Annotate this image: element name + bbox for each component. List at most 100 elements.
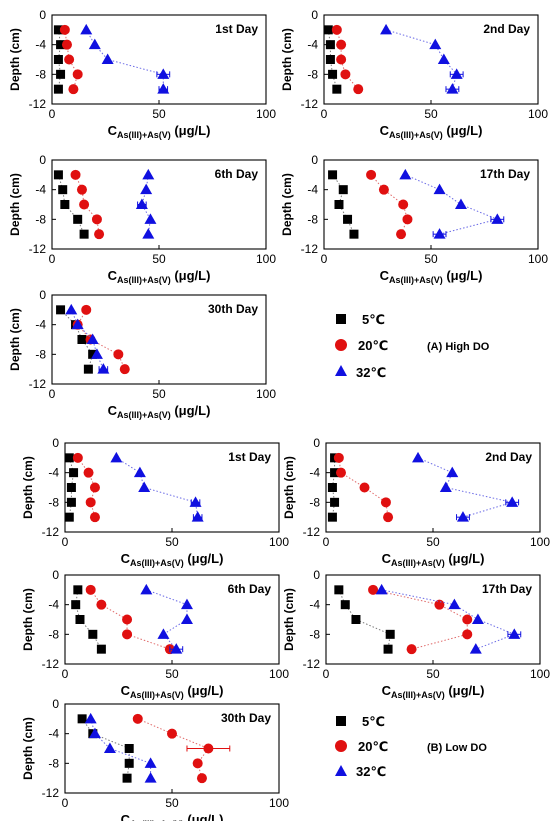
y-tick-label: -12 (29, 242, 47, 256)
legend-marker-5c (336, 314, 346, 324)
series-line (417, 457, 515, 518)
panel-title: 1st Day (215, 22, 258, 36)
data-point (469, 643, 482, 654)
data-point (76, 184, 87, 195)
series-line (141, 174, 151, 235)
data-point (157, 628, 170, 639)
data-point (56, 305, 66, 315)
x-axis-label-unit: (μg/L) (171, 268, 211, 283)
data-point (351, 615, 361, 624)
data-point (94, 229, 105, 240)
data-point (325, 40, 335, 50)
panel-title: 30th Day (221, 711, 271, 725)
chart-panel-5: 0 50 100 0 -4 -8 -12 Depth (cm) CAs(III)+As(V) (… (8, 288, 276, 420)
data-point (83, 467, 94, 478)
y-tick-label: -12 (303, 525, 321, 539)
legend-group-label: (B) Low DO (427, 742, 487, 754)
data-point (88, 727, 101, 739)
data-point (70, 169, 81, 180)
x-axis-label-unit: (μg/L) (443, 123, 483, 138)
y-tick-label: -12 (42, 657, 60, 671)
data-point (471, 613, 484, 624)
data-point (84, 712, 97, 724)
x-axis-label-main: C (108, 268, 118, 283)
data-point (113, 349, 124, 360)
data-point (53, 170, 63, 180)
panel-title: 17th Day (480, 167, 530, 181)
legend-marker-20c (335, 740, 347, 752)
x-tick-label: 50 (426, 535, 440, 549)
panel-title: 6th Day (215, 167, 259, 181)
panel-title: 1st Day (228, 450, 271, 464)
panel-title: 2nd Day (483, 22, 530, 36)
x-axis-label: CAs(III)+As(V) (μg/L) (121, 683, 224, 700)
legend-label-5c: 5℃ (362, 312, 385, 327)
data-point (446, 466, 459, 478)
data-point (196, 773, 207, 784)
y-tick-label: -8 (35, 67, 46, 81)
data-point (73, 585, 83, 595)
data-point (462, 614, 473, 625)
x-axis-label-main: C (382, 551, 392, 566)
legend-marker-5c (336, 716, 346, 726)
y-tick-label: -12 (42, 525, 60, 539)
data-point (359, 482, 370, 493)
data-point (433, 183, 446, 195)
x-axis-label-subscript: As(III)+As(V) (391, 558, 445, 568)
series-line (90, 589, 171, 650)
chart-panel-7: 0 50 100 0 -4 -8 -12 Depth (cm) CAs(III)+As(V) (… (282, 436, 550, 568)
data-point (144, 213, 157, 224)
series-line (372, 589, 468, 650)
data-point (448, 598, 461, 610)
x-axis-label-subscript: As(III)+As(V) (389, 130, 443, 140)
y-axis-label: Depth (cm) (282, 456, 296, 519)
y-tick-label: 0 (52, 568, 59, 582)
y-tick-label: 0 (39, 8, 46, 22)
data-point (328, 170, 338, 180)
data-point (96, 599, 107, 610)
data-point (157, 83, 170, 94)
y-tick-label: -4 (307, 183, 318, 197)
data-point (140, 183, 153, 195)
y-axis-label: Depth (cm) (280, 28, 294, 91)
x-axis-label: CAs(III)+As(V) (μg/L) (382, 551, 485, 568)
data-point (90, 348, 103, 359)
data-point (340, 600, 350, 610)
data-point (144, 757, 157, 768)
data-point (56, 69, 66, 79)
y-tick-label: -8 (309, 495, 320, 509)
data-point (192, 758, 203, 769)
x-tick-label: 50 (165, 667, 179, 681)
data-point (80, 23, 93, 35)
data-point (79, 229, 89, 239)
x-axis-label-unit: (μg/L) (445, 683, 485, 698)
data-point (71, 600, 81, 610)
data-point (375, 583, 388, 595)
x-tick-label: 100 (256, 252, 276, 266)
data-point (122, 614, 133, 625)
series-line (116, 457, 199, 518)
data-point (103, 742, 116, 753)
data-point (366, 169, 377, 180)
data-point (336, 54, 347, 65)
panel-title: 30th Day (208, 302, 258, 316)
panel-title: 2nd Day (485, 450, 532, 464)
x-axis-label-unit: (μg/L) (184, 812, 224, 821)
x-axis-label-main: C (380, 123, 390, 138)
data-point (454, 198, 467, 209)
y-tick-label: -12 (29, 377, 47, 391)
data-point (412, 451, 425, 463)
x-axis-label: CAs(III)+As(V) (μg/L) (121, 812, 224, 821)
data-point (77, 714, 87, 724)
y-tick-label: -8 (307, 212, 318, 226)
x-tick-label: 0 (323, 667, 330, 681)
x-tick-label: 0 (323, 535, 330, 549)
data-point (189, 496, 202, 507)
y-tick-label: -4 (48, 598, 59, 612)
x-tick-label: 50 (424, 252, 438, 266)
y-tick-label: 0 (39, 153, 46, 167)
x-axis-label-subscript: As(III)+As(V) (130, 819, 184, 821)
data-point (135, 198, 148, 209)
data-point (332, 84, 342, 94)
